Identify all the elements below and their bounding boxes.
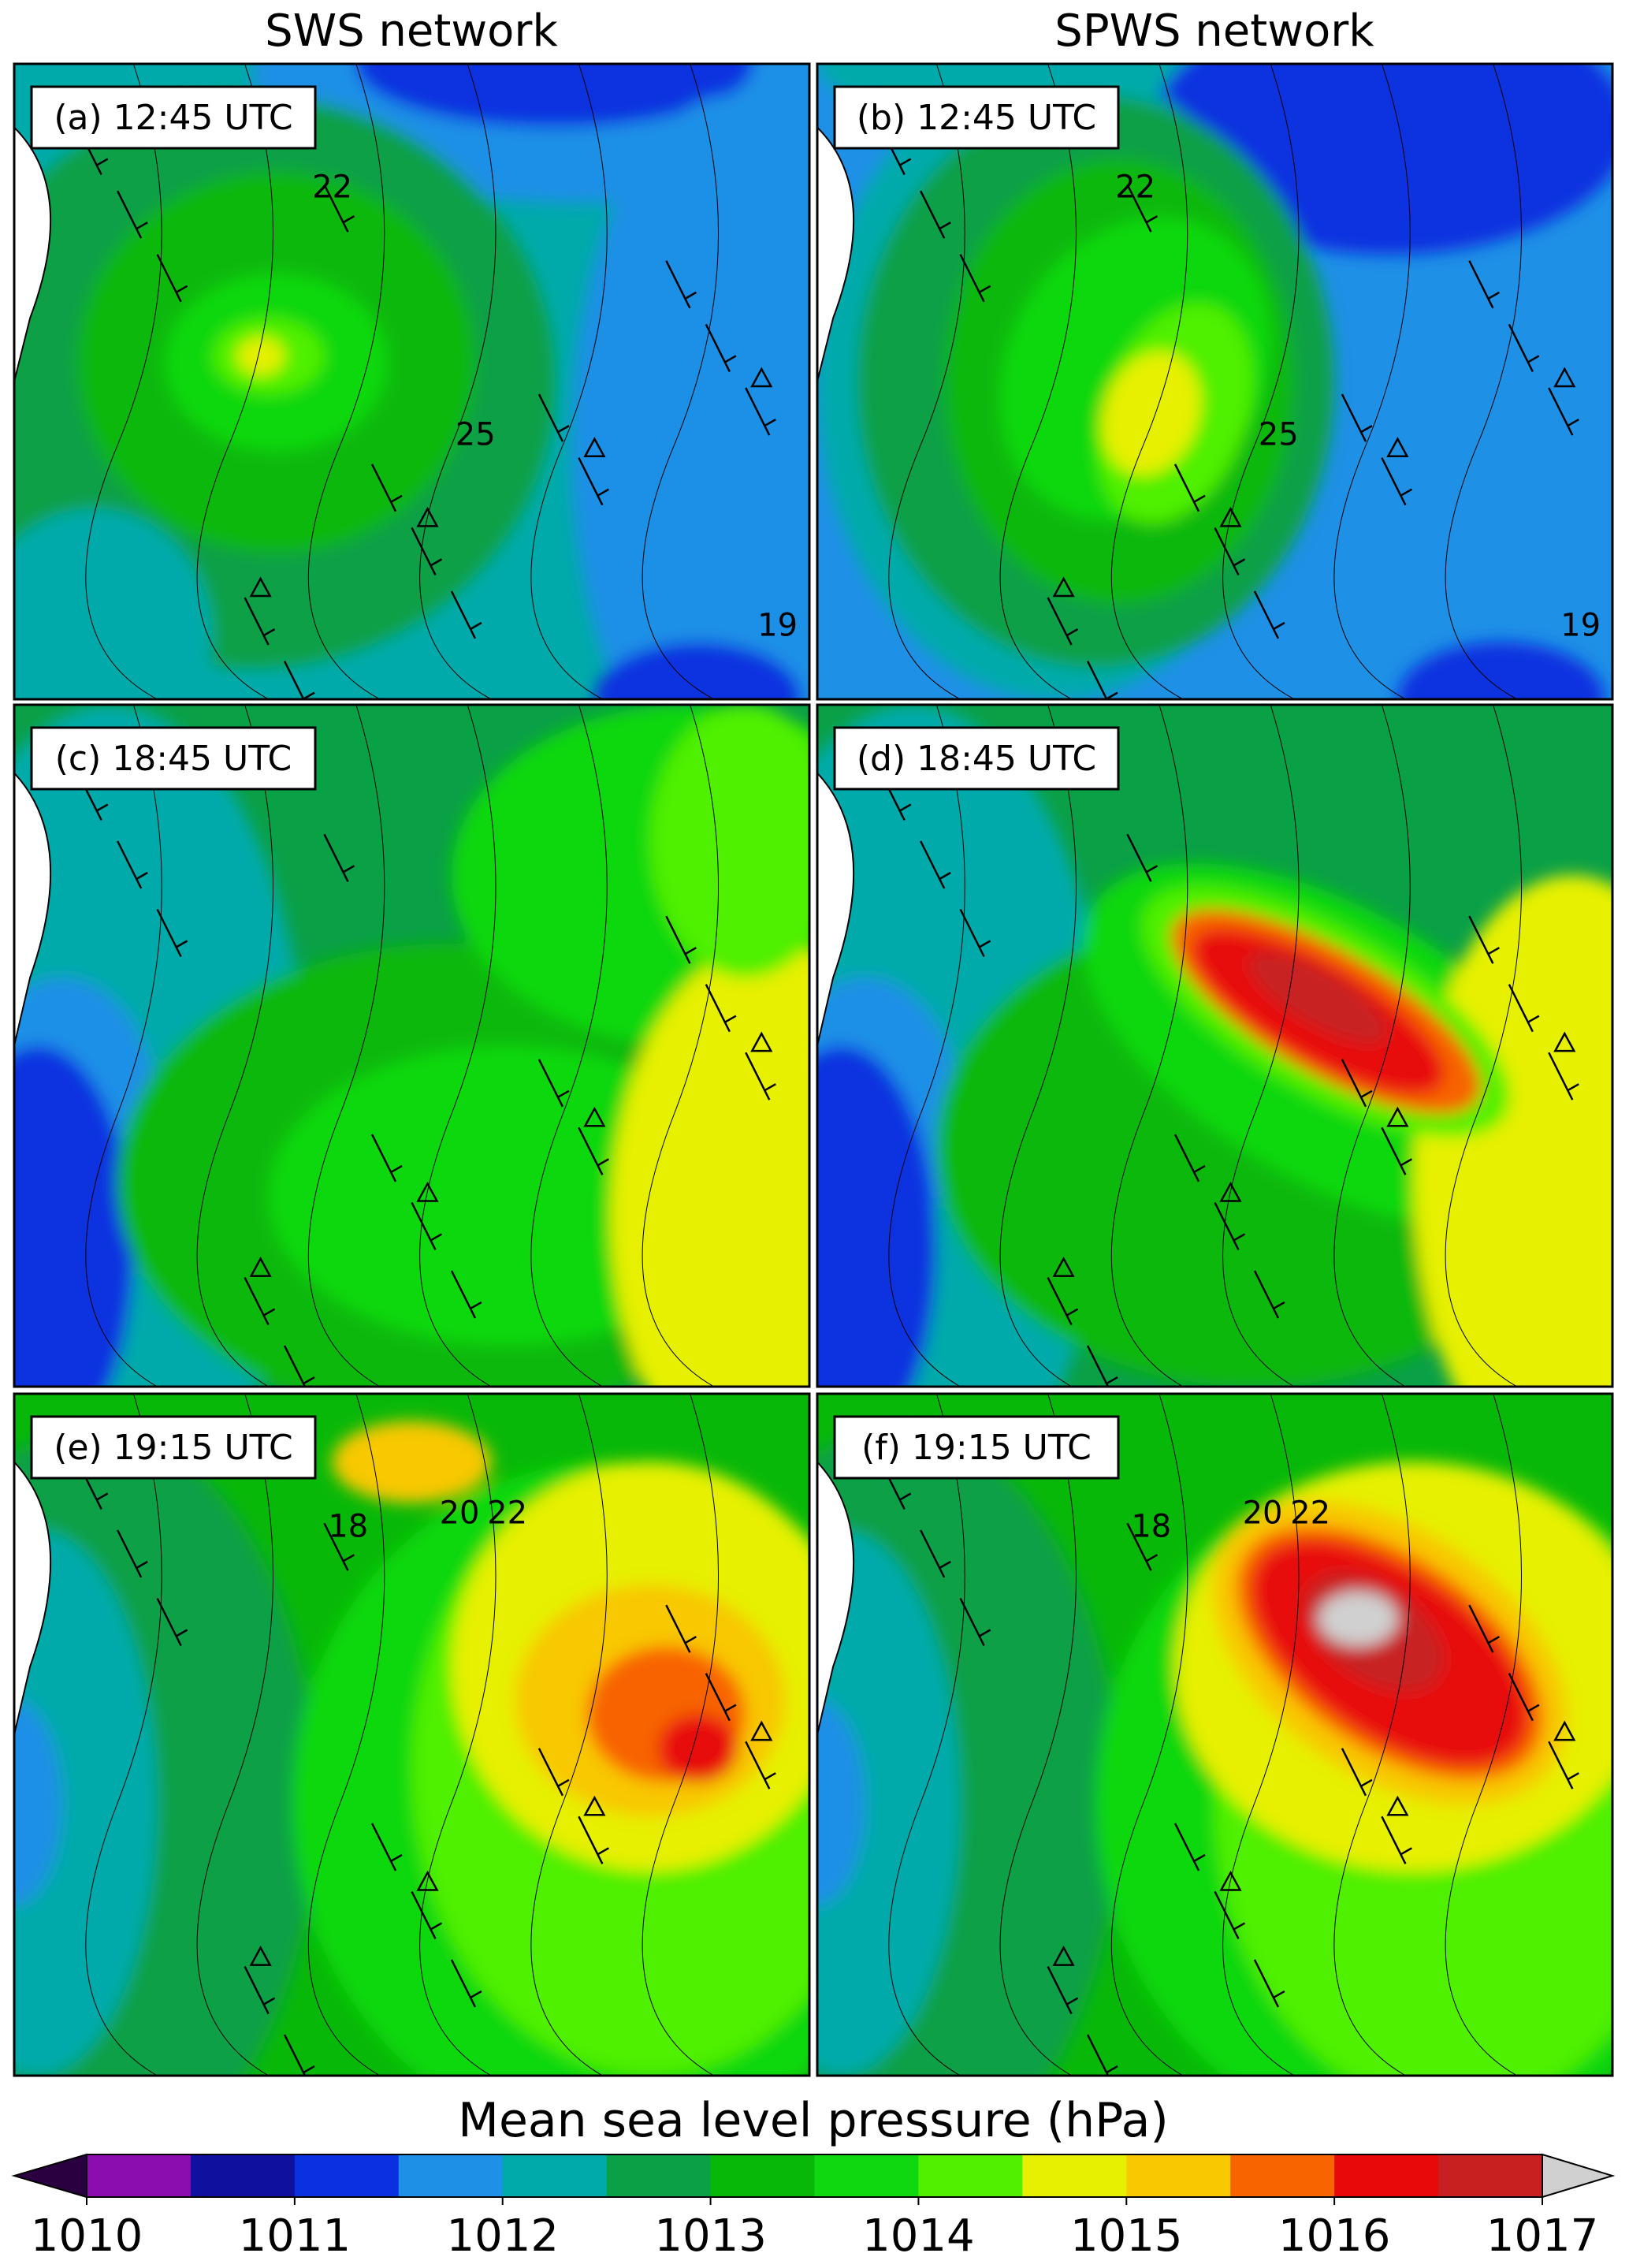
colorbar-bin xyxy=(191,2154,295,2197)
colorbar-title: Mean sea level pressure (hPa) xyxy=(458,2093,1169,2148)
colorbar-bin xyxy=(1230,2154,1334,2197)
column-title: SPWS network xyxy=(1054,6,1374,57)
colorbar-tick-label: 1012 xyxy=(446,2210,559,2262)
pressure-area xyxy=(333,1421,492,1503)
panel-label: (d) 18:45 UTC xyxy=(857,739,1096,779)
colorbar-bin xyxy=(918,2154,1022,2197)
colorbar-tick-label: 1017 xyxy=(1486,2210,1599,2262)
colorbar-tick-label: 1016 xyxy=(1278,2210,1391,2262)
colorbar-under xyxy=(14,2154,87,2197)
contour-label: 20 xyxy=(440,1495,480,1531)
colorbar-bin xyxy=(87,2154,191,2197)
pressure-field xyxy=(0,1421,928,2178)
colorbar-bin xyxy=(711,2154,815,2197)
pressure-area xyxy=(658,1715,738,1783)
column-title: SWS network xyxy=(265,6,558,57)
contour-label: 18 xyxy=(1131,1509,1171,1545)
contour-label: 25 xyxy=(1259,417,1299,453)
colorbar-tick-label: 1014 xyxy=(862,2210,975,2262)
contour-label: 22 xyxy=(487,1495,527,1531)
panel-label: (c) 18:45 UTC xyxy=(55,739,292,779)
contour-label: 19 xyxy=(757,607,798,643)
colorbar-bin xyxy=(815,2154,919,2197)
colorbar-tick-label: 1015 xyxy=(1070,2210,1183,2262)
contour-label: 22 xyxy=(1290,1495,1330,1531)
contour-label: 19 xyxy=(1560,607,1601,643)
colorbar-bin xyxy=(607,2154,711,2197)
contour-label: 22 xyxy=(1115,169,1155,205)
pressure-area xyxy=(237,337,285,375)
pressure-area xyxy=(650,705,841,978)
panel-label: (f) 19:15 UTC xyxy=(861,1428,1092,1468)
colorbar-over xyxy=(1542,2154,1612,2197)
colorbar-bin xyxy=(503,2154,607,2197)
colorbar-bin xyxy=(295,2154,399,2197)
panel-label: (b) 12:45 UTC xyxy=(857,98,1096,138)
colorbar-bin xyxy=(1334,2154,1438,2197)
colorbar-tick-label: 1011 xyxy=(239,2210,351,2262)
colorbar-tick-label: 1013 xyxy=(654,2210,767,2262)
panel-label: (e) 19:15 UTC xyxy=(54,1428,292,1468)
contour-label: 20 xyxy=(1243,1495,1283,1531)
colorbar-bin xyxy=(1126,2154,1230,2197)
contour-label: 18 xyxy=(328,1509,368,1545)
contour-label: 25 xyxy=(456,417,496,453)
contour-label: 22 xyxy=(312,169,352,205)
colorbar-bin xyxy=(1438,2154,1542,2197)
panel-label: (a) 12:45 UTC xyxy=(54,98,292,138)
colorbar-bin xyxy=(399,2154,503,2197)
pressure-area xyxy=(1318,1592,1398,1646)
colorbar-tick-label: 1010 xyxy=(31,2210,143,2262)
colorbar-bin xyxy=(1022,2154,1126,2197)
